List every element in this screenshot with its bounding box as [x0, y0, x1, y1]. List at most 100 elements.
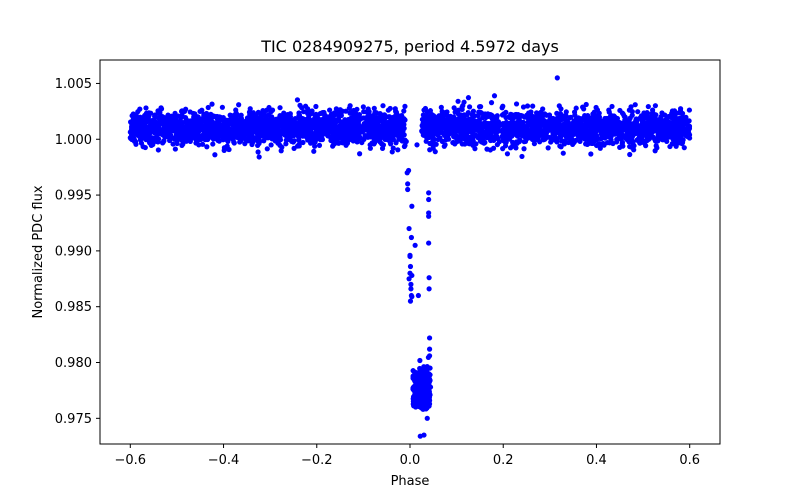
data-point	[191, 132, 197, 138]
data-point	[130, 123, 136, 129]
data-point	[268, 108, 274, 115]
data-point	[446, 124, 452, 130]
data-point	[557, 133, 564, 140]
data-point	[403, 138, 409, 145]
data-point	[371, 105, 377, 111]
y-tick-label: 0.990	[55, 244, 92, 259]
data-point	[249, 141, 255, 148]
data-point	[209, 101, 215, 107]
data-point	[361, 127, 367, 133]
data-point	[573, 105, 579, 111]
data-point	[367, 145, 373, 151]
data-point	[484, 130, 491, 136]
data-point	[596, 141, 602, 147]
data-point	[589, 137, 595, 143]
data-point	[333, 106, 339, 112]
data-point	[426, 346, 433, 352]
data-point	[476, 117, 482, 124]
data-point	[261, 133, 267, 139]
data-point	[540, 122, 546, 128]
data-point	[412, 242, 418, 248]
data-point	[427, 377, 433, 383]
data-point	[557, 111, 564, 117]
data-point	[399, 127, 406, 133]
data-point	[197, 108, 203, 115]
data-point	[408, 234, 414, 241]
data-points	[127, 75, 693, 439]
data-point	[384, 136, 391, 143]
data-point	[253, 124, 259, 130]
data-point	[627, 143, 633, 150]
data-point	[653, 117, 660, 123]
data-point	[291, 121, 297, 128]
data-point	[172, 146, 178, 152]
data-point	[426, 335, 433, 341]
data-point	[427, 147, 433, 153]
data-point	[232, 116, 238, 122]
data-point	[531, 141, 538, 147]
data-point	[578, 116, 584, 122]
data-point	[312, 115, 318, 121]
data-point	[469, 134, 475, 140]
data-point	[507, 114, 513, 121]
data-point	[461, 112, 467, 118]
data-point	[248, 113, 255, 119]
data-point	[640, 116, 646, 122]
x-tick-label: −0.4	[208, 453, 240, 468]
data-point	[201, 113, 207, 119]
data-point	[551, 132, 557, 138]
data-point	[258, 129, 264, 135]
chart-title: TIC 0284909275, period 4.5972 days	[260, 37, 559, 56]
data-point	[254, 134, 260, 140]
data-point	[653, 143, 659, 149]
data-point	[627, 137, 633, 143]
data-point	[459, 104, 465, 110]
data-point	[535, 136, 541, 143]
data-point	[510, 139, 516, 145]
data-point	[606, 133, 612, 140]
data-point	[627, 151, 633, 158]
data-point	[552, 137, 558, 143]
data-point	[488, 125, 494, 131]
data-point	[524, 103, 531, 109]
data-point	[144, 127, 150, 134]
data-point	[492, 135, 498, 141]
data-point	[286, 119, 292, 125]
data-point	[377, 111, 383, 117]
y-axis-label: Normalized PDC flux	[31, 185, 46, 318]
data-point	[560, 150, 566, 156]
data-point	[304, 123, 311, 130]
data-point	[368, 124, 374, 130]
data-point	[312, 133, 318, 139]
data-point	[228, 113, 235, 119]
data-point	[532, 120, 538, 127]
x-tick-label: −0.2	[301, 453, 333, 468]
data-point	[427, 392, 433, 398]
data-point	[426, 275, 432, 281]
data-point	[162, 134, 168, 140]
data-point	[502, 139, 508, 145]
data-point	[489, 115, 495, 122]
data-point	[200, 134, 206, 141]
data-point	[146, 136, 152, 143]
data-point	[513, 101, 520, 107]
data-point	[682, 131, 688, 137]
data-point	[407, 298, 414, 304]
data-point	[388, 130, 395, 136]
data-point	[427, 128, 433, 134]
data-point	[296, 137, 302, 143]
data-point	[646, 132, 652, 138]
data-point	[517, 114, 523, 120]
data-point	[631, 147, 637, 153]
data-point	[672, 135, 679, 141]
data-point	[197, 122, 203, 128]
data-point	[482, 120, 488, 126]
data-point	[592, 113, 598, 119]
data-point	[643, 110, 650, 116]
data-point	[494, 113, 500, 119]
data-point	[172, 110, 178, 116]
data-point	[409, 203, 415, 209]
x-axis-label: Phase	[391, 474, 430, 489]
data-point	[226, 146, 232, 153]
data-point	[593, 137, 599, 143]
